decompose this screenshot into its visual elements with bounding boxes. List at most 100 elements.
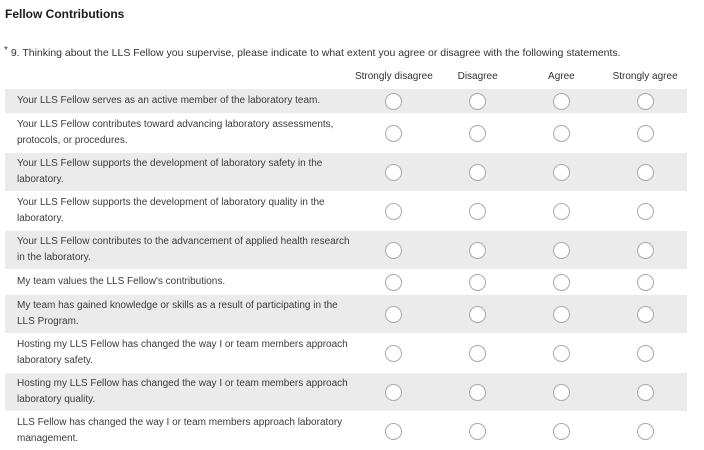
radio-row10-col1[interactable] [385,422,403,440]
matrix-row: My team values the LLS Fellow's contribu… [5,270,687,294]
radio-row7-col1[interactable] [385,305,403,323]
radio-row9-col4[interactable] [636,383,654,401]
radio-row6-col1[interactable] [385,273,403,291]
matrix-row: My team has gained knowledge or skills a… [5,295,687,333]
radio-row4-col1[interactable] [385,202,403,220]
radio-cell [352,192,436,230]
radio-cell [603,231,687,269]
radio-row2-col4[interactable] [636,124,654,142]
radio-cell [352,114,436,152]
radio-row2-col1[interactable] [385,124,403,142]
radio-cell [436,231,520,269]
radio-cell [603,114,687,152]
radio-row5-col4[interactable] [636,241,654,259]
radio-cell [436,89,520,113]
matrix-row: Your LLS Fellow contributes toward advan… [5,114,687,152]
radio-row3-col2[interactable] [469,163,487,181]
radio-row7-col4[interactable] [636,305,654,323]
radio-cell [436,373,520,411]
matrix-row: Hosting my LLS Fellow has changed the wa… [5,373,687,411]
radio-cell [520,295,604,333]
radio-row7-col3[interactable] [552,305,570,323]
row-label: Hosting my LLS Fellow has changed the wa… [17,378,348,405]
radio-row2-col2[interactable] [469,124,487,142]
row-label: My team has gained knowledge or skills a… [17,300,338,327]
radio-cell [436,153,520,191]
radio-row3-col4[interactable] [636,163,654,181]
radio-cell [520,231,604,269]
radio-cell [352,412,436,450]
radio-row5-col3[interactable] [552,241,570,259]
matrix-row: Your LLS Fellow contributes to the advan… [5,231,687,269]
radio-row4-col2[interactable] [469,202,487,220]
radio-row1-col2[interactable] [469,92,487,110]
radio-row7-col2[interactable] [469,305,487,323]
radio-cell [436,192,520,230]
radio-cell [603,334,687,372]
radio-row3-col1[interactable] [385,163,403,181]
column-header: Disagree [457,71,498,82]
radio-row4-col4[interactable] [636,202,654,220]
radio-cell [603,89,687,113]
question: * 9. Thinking about the LLS Fellow you s… [4,44,704,60]
radio-cell [352,153,436,191]
radio-row8-col4[interactable] [636,344,654,362]
radio-row1-col4[interactable] [636,92,654,110]
radio-row6-col4[interactable] [636,273,654,291]
radio-row1-col3[interactable] [552,92,570,110]
radio-cell [520,114,604,152]
radio-row9-col3[interactable] [552,383,570,401]
radio-cell [352,231,436,269]
radio-cell [520,334,604,372]
radio-cell [436,412,520,450]
radio-row1-col1[interactable] [385,92,403,110]
survey-page: Fellow Contributions * 9. Thinking about… [0,7,704,450]
radio-row6-col2[interactable] [469,273,487,291]
radio-row6-col3[interactable] [552,273,570,291]
radio-cell [352,270,436,294]
row-label: Your LLS Fellow contributes to the advan… [17,236,350,263]
radio-row8-col1[interactable] [385,344,403,362]
matrix-row: Hosting my LLS Fellow has changed the wa… [5,334,687,372]
row-label: My team values the LLS Fellow's contribu… [17,276,226,287]
matrix-table: Strongly disagree Disagree Agree Strongly a… [5,70,687,450]
radio-row2-col3[interactable] [552,124,570,142]
radio-cell [603,412,687,450]
column-header: Strongly disagree [354,71,433,82]
radio-cell [436,114,520,152]
column-header: Strongly agree [612,71,678,82]
radio-cell [520,89,604,113]
radio-cell [603,270,687,294]
radio-row10-col2[interactable] [469,422,487,440]
row-label: Your LLS Fellow supports the development… [17,197,325,224]
column-header: Agree [548,71,575,82]
matrix-row: Your LLS Fellow supports the development… [5,192,687,230]
radio-row8-col2[interactable] [469,344,487,362]
radio-row5-col1[interactable] [385,241,403,259]
radio-row10-col3[interactable] [552,422,570,440]
radio-row8-col3[interactable] [552,344,570,362]
question-text: Thinking about the LLS Fellow you superv… [22,47,621,59]
matrix-row: Your LLS Fellow supports the development… [5,153,687,191]
radio-cell [352,295,436,333]
radio-cell [352,89,436,113]
radio-cell [520,153,604,191]
matrix-row: LLS Fellow has changed the way I or team… [5,412,687,450]
radio-cell [603,295,687,333]
radio-cell [520,270,604,294]
radio-cell [520,412,604,450]
question-number: 9. [10,47,20,59]
radio-row3-col3[interactable] [552,163,570,181]
radio-row10-col4[interactable] [636,422,654,440]
row-label: Your LLS Fellow serves as an active memb… [17,95,321,106]
radio-cell [436,270,520,294]
row-label: Your LLS Fellow contributes toward advan… [17,119,334,146]
radio-row5-col2[interactable] [469,241,487,259]
row-label: Your LLS Fellow supports the development… [17,158,323,185]
radio-row9-col1[interactable] [385,383,403,401]
radio-row9-col2[interactable] [469,383,487,401]
radio-cell [603,192,687,230]
radio-row4-col3[interactable] [552,202,570,220]
radio-cell [436,334,520,372]
radio-cell [520,373,604,411]
